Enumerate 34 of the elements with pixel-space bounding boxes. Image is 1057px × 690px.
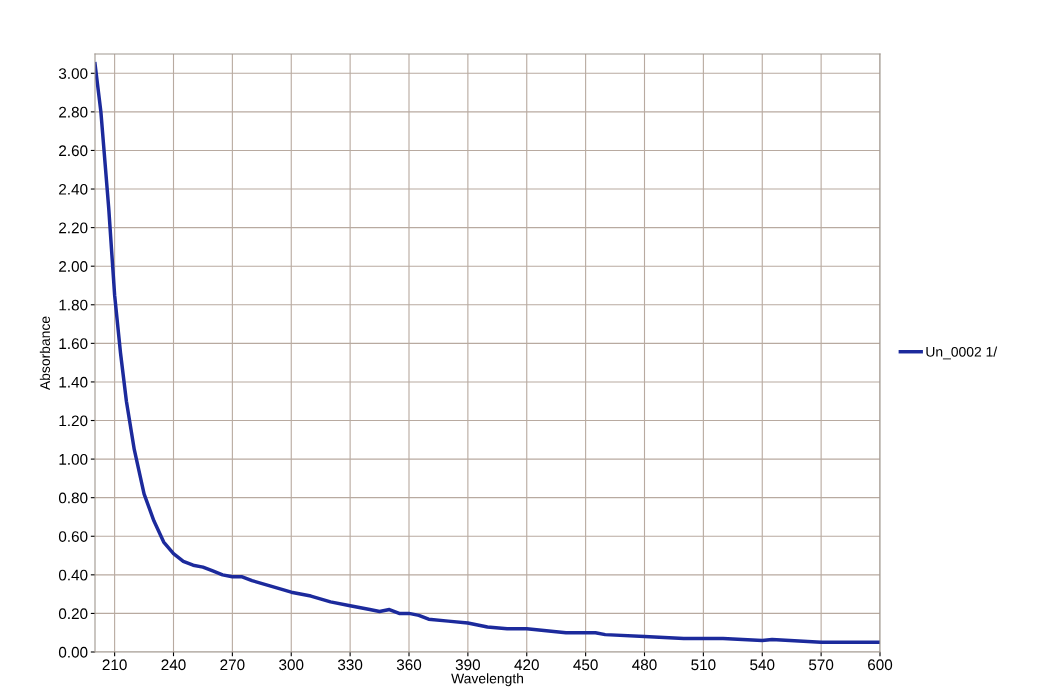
x-tick-label: 480 [632, 659, 657, 671]
x-tick-label: 390 [455, 659, 481, 671]
x-tick-label: 300 [279, 659, 304, 671]
y-tick-label: 0.80 [58, 492, 88, 504]
y-tick-label: 2.00 [59, 261, 88, 272]
x-tick-label: 210 [102, 659, 127, 671]
y-tick-label: 2.20 [59, 222, 88, 234]
x-tick-label: 240 [161, 659, 186, 671]
y-tick-label: 0.60 [58, 531, 88, 542]
y-tick-label: 2.60 [59, 145, 88, 157]
y-tick-label: 0.20 [58, 608, 88, 620]
y-tick-label: 1.00 [59, 453, 88, 465]
x-tick-label: 570 [808, 659, 834, 671]
y-tick-label: 2.80 [59, 106, 88, 118]
x-tick-label: 600 [868, 659, 893, 671]
x-tick-label: 510 [691, 659, 716, 671]
legend-label: Un_0002 1/ [926, 346, 998, 360]
y-tick-label: 1.80 [59, 299, 88, 311]
line-series [95, 61, 880, 645]
y-tick-label: 1.60 [59, 338, 88, 350]
x-tick-label: 330 [337, 659, 363, 671]
x-tick-label: 540 [750, 659, 775, 671]
y-tick-label: 2.40 [59, 183, 88, 195]
x-tick-label: 450 [573, 659, 598, 671]
x-tick-label: 270 [220, 659, 245, 671]
y-tick-label: 1.20 [59, 415, 88, 427]
y-tick-label: 0.00 [58, 646, 88, 658]
x-tick-label: 360 [396, 659, 422, 671]
x-tick-label: 420 [514, 659, 539, 671]
y-tick-label: 0.40 [58, 569, 88, 581]
x-axis-title: Wavelength [451, 673, 524, 687]
y-tick-label: 1.40 [59, 376, 88, 388]
y-tick-label: 3.00 [58, 68, 88, 79]
y-axis-title: Absorbance [39, 316, 51, 391]
